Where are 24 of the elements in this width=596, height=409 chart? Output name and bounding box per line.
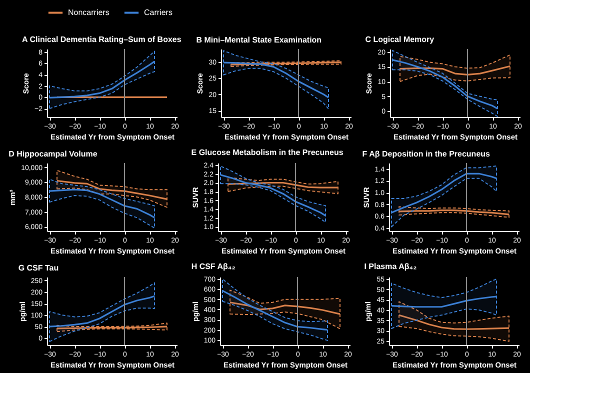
legend-label: Carriers [144,8,172,17]
line-series [220,174,326,216]
line-series [229,302,341,315]
line-series [48,188,156,218]
chart-title: F Aβ Deposition in the Precuneus [362,150,491,158]
line-series [390,172,498,214]
line-series [222,62,330,98]
line-series [48,295,156,328]
chart-title: I Plasma Aβ₄₂ [364,262,418,272]
line-series [56,180,168,200]
line-series [390,296,498,308]
line-series [48,60,156,99]
line-series [398,314,510,330]
line-series [392,59,498,110]
line-series [222,290,328,331]
chart-title: H CSF Aβ₄₂ [191,262,236,272]
chart-title: E Glucose Metabolism in the Precuneus [191,148,344,158]
chart-title: G CSF Tau [18,263,59,272]
chart-title: C Logical Memory [365,34,435,44]
chart-title: A Clinical Dementia Rating–Sum of Boxes [22,34,182,44]
chart-title: D Hippocampal Volume [8,150,98,158]
legend-label: Noncarriers [68,8,110,17]
line-series [399,65,511,76]
chart-title: B Mini–Mental State Examination [196,36,322,44]
